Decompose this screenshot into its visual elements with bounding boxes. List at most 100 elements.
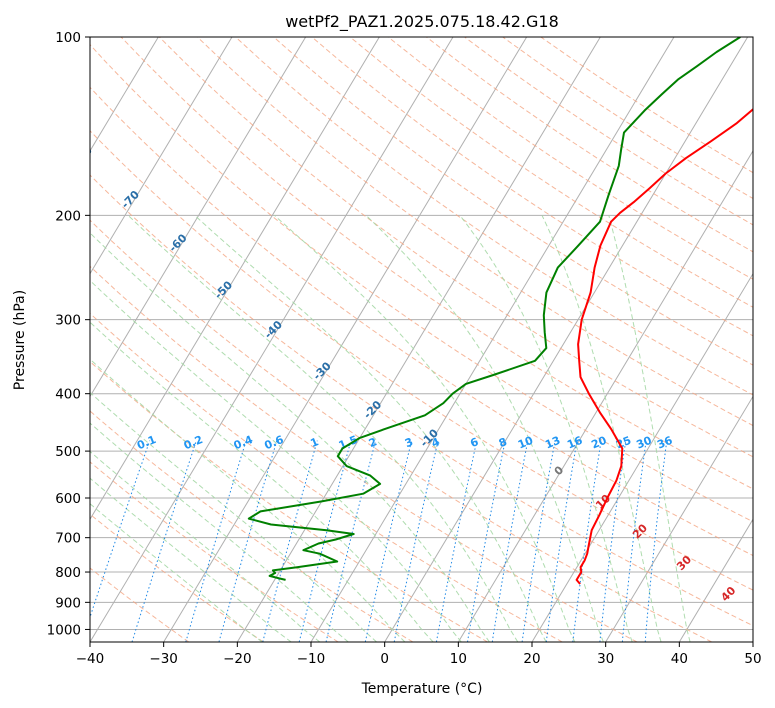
isotherm-line [678, 518, 753, 642]
mixing-ratio-line [185, 440, 247, 642]
dry-adiabat-line [90, 130, 753, 591]
x-axis: −40 −30 −20 −10 0 10 20 30 40 50 [76, 642, 762, 667]
dry-adiabat-label: -60 [166, 231, 189, 254]
plot-frame [89, 36, 754, 643]
dry-adiabat-line [90, 513, 264, 642]
dry-adiabat-line [349, 37, 753, 308]
y-tick-label: 100 [55, 30, 81, 46]
mixing-ratio-label: 16 [565, 434, 584, 452]
x-tick-label: −20 [223, 651, 252, 667]
moist-adiabat-line [459, 215, 633, 642]
y-tick-label: 300 [55, 313, 81, 329]
isotherm-line [163, 37, 528, 642]
dry-adiabat-line [426, 37, 753, 253]
x-tick-label: 50 [744, 651, 761, 667]
dry-adiabat-line [90, 43, 753, 523]
mixing-ratio-label: 25 [614, 434, 633, 452]
dry-adiabat-label: -40 [262, 318, 285, 341]
mixing-ratio-line [298, 440, 352, 642]
moist-adiabat-line [90, 358, 406, 642]
mixing-ratio-line [521, 440, 556, 642]
dry-adiabat-label: -90 [24, 100, 47, 123]
moist-adiabat-line [194, 214, 547, 642]
dry-adiabat-label: -80 [72, 144, 95, 167]
x-tick-label: 20 [523, 651, 540, 667]
background-lines [0, 37, 753, 642]
moist-adiabat-line [127, 214, 519, 642]
dry-adiabat-label: -50 [212, 278, 235, 301]
mixing-ratio-line [644, 440, 668, 642]
x-tick-label: −10 [297, 651, 326, 667]
dry-adiabat-line [90, 312, 563, 642]
mixing-ratio-line [467, 440, 506, 642]
mixing-ratio-label: 20 [589, 434, 608, 452]
isotherm-line [605, 395, 753, 642]
dry-adiabat-label: -100 [0, 49, 6, 78]
moist-adiabat-line [90, 477, 292, 642]
mixing-ratio-line [572, 440, 602, 642]
moist-adiabat-line [541, 215, 662, 642]
dry-adiabat-label: -30 [311, 359, 334, 382]
mixing-ratio-line [364, 440, 413, 642]
y-tick-label: 400 [55, 387, 81, 403]
y-tick-label: 900 [55, 595, 81, 611]
moist-adiabat-line [90, 450, 321, 642]
isotherm-line [90, 37, 159, 152]
dry-adiabat-line [90, 219, 712, 642]
isotherm-line [457, 149, 753, 642]
mixing-ratio-line [491, 440, 529, 642]
moist-adiabat-line [90, 321, 434, 642]
temperature-line [575, 108, 753, 585]
isotherm-line [752, 641, 753, 642]
mixing-ratio-label: 30 [635, 434, 654, 452]
x-tick-label: 10 [450, 651, 467, 667]
mixing-ratio-label: 0.4 [232, 433, 255, 452]
dry-adiabat-line [90, 86, 753, 557]
mixing-ratio-line [90, 440, 151, 619]
mixing-ratio-label: 10 [516, 434, 535, 452]
mixing-ratio-label: 8 [497, 435, 509, 450]
isotherm-line [384, 37, 749, 642]
moist-adiabat-line [90, 232, 490, 642]
isotherm-line [0, 37, 11, 642]
mixing-ratio-line [599, 440, 627, 642]
y-tick-label: 800 [55, 565, 81, 581]
dry-adiabat-line [387, 37, 753, 280]
dry-adiabat-label: -70 [119, 188, 142, 211]
y-tick-label: 600 [55, 491, 81, 507]
isotherm-line [90, 37, 307, 398]
mixing-ratio-label: 0.1 [135, 433, 158, 452]
mixing-ratio-label: 13 [543, 434, 562, 452]
mixing-ratio-label: 0.6 [262, 433, 285, 452]
mixing-ratio-line [131, 440, 197, 642]
isotherm-line [90, 37, 380, 521]
mixing-ratio-line [325, 440, 377, 642]
moist-adiabat-line [608, 215, 691, 642]
isotherm-line [531, 272, 753, 642]
x-tick-label: 0 [380, 651, 389, 667]
dry-adiabat-line [540, 37, 753, 174]
dry-adiabat-line [90, 461, 339, 642]
dry-adiabat-line [120, 37, 753, 490]
dry-adiabat-line [158, 37, 753, 458]
x-tick-label: −30 [149, 651, 178, 667]
chart-title: wetPf2_PAZ1.2025.075.18.42.G18 [285, 12, 559, 32]
moist-adiabat-line [274, 214, 576, 642]
mixing-ratio-label: 1 [309, 435, 321, 450]
dry-adiabat-line [235, 37, 753, 396]
moist-adiabat-label: 40 [718, 584, 738, 604]
y-tick-label: 700 [55, 531, 81, 547]
isotherm-line [90, 37, 233, 275]
mixing-ratio-line [393, 440, 439, 642]
y-tick-label: 500 [55, 444, 81, 460]
mixing-ratio-label: 0.2 [182, 433, 205, 452]
mixing-ratio-label: 36 [655, 434, 674, 452]
y-tick-label: 200 [55, 208, 81, 224]
mixing-ratio-line [621, 440, 647, 642]
moist-adiabat-line [90, 503, 263, 642]
x-tick-label: −40 [76, 651, 105, 667]
moist-adiabat-line [365, 214, 604, 642]
dry-adiabat-line [197, 37, 753, 427]
moist-adiabat-label: 30 [674, 553, 694, 573]
